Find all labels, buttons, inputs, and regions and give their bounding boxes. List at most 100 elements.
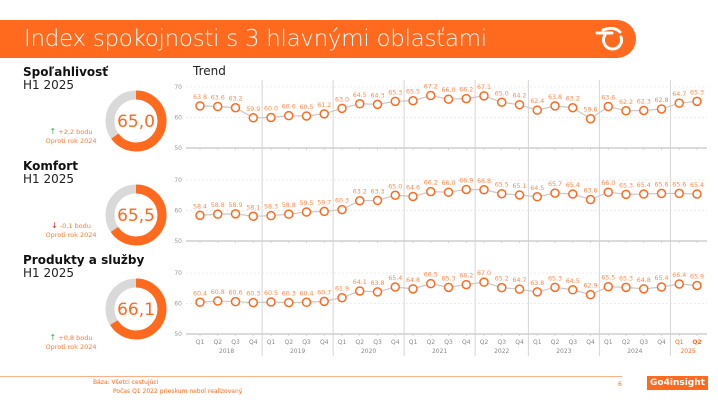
data-point	[568, 102, 578, 113]
x-tick-label: Q4	[320, 339, 329, 346]
data-label: 60.4	[299, 290, 313, 297]
data-point	[514, 190, 525, 200]
data-label: 64.3	[370, 92, 384, 99]
data-label: 66.0	[601, 180, 615, 187]
data-label: 66.2	[459, 87, 473, 94]
data-point	[195, 101, 205, 111]
x-tick-label: Q4	[515, 339, 524, 346]
data-label: 65.5	[495, 182, 509, 189]
data-label: 58.3	[264, 204, 278, 211]
data-label: 63.3	[370, 188, 384, 195]
data-point	[301, 297, 312, 308]
x-tick-label: Q1	[533, 339, 542, 346]
data-label: 66.5	[424, 272, 438, 279]
page-number: 6	[618, 381, 622, 388]
data-point	[461, 279, 471, 290]
data-label: 66.2	[424, 180, 438, 187]
section-period: H1 2025	[23, 172, 75, 186]
donut-fill	[105, 278, 167, 340]
data-point	[497, 97, 507, 107]
x-tick-label: Q3	[568, 339, 577, 346]
data-point	[372, 195, 383, 206]
y-tick-label: 50	[174, 238, 182, 245]
data-label: 64.1	[353, 279, 367, 286]
data-point	[585, 289, 596, 300]
footer-note: Počas Q1 2022 prieskum nebol realizovaný	[113, 388, 243, 395]
data-label: 66.8	[477, 178, 491, 185]
data-label: 65.3	[690, 89, 704, 96]
data-label: 60.7	[317, 289, 331, 296]
data-label: 65.3	[388, 89, 402, 96]
data-label: 65.6	[654, 181, 668, 188]
data-point	[213, 101, 223, 112]
data-label: 64.7	[512, 277, 526, 284]
data-label: 60.3	[335, 198, 349, 205]
footer-base: Báza: Všetci cestujúci	[93, 379, 159, 386]
year-label: 2023	[556, 348, 571, 355]
data-label: 63.2	[566, 96, 580, 103]
section-period: H1 2025	[23, 266, 75, 280]
data-point	[301, 207, 312, 217]
data-point	[656, 188, 667, 199]
data-point	[284, 209, 294, 219]
data-label: 63.8	[370, 280, 384, 287]
x-tick-label: Q3	[231, 339, 240, 346]
data-point	[301, 111, 312, 121]
data-label: 60.5	[299, 104, 313, 111]
data-point	[337, 103, 347, 114]
data-label: 62.4	[530, 98, 544, 105]
data-point	[248, 211, 258, 222]
data-label: 65.4	[388, 275, 402, 282]
data-point	[284, 297, 294, 308]
data-label: 60.4	[193, 290, 207, 297]
trend-label: Trend	[193, 64, 226, 78]
data-label: 65.3	[619, 182, 633, 189]
data-point	[372, 287, 383, 297]
data-point	[532, 287, 542, 297]
data-label: 62.9	[583, 283, 597, 290]
data-point	[692, 96, 702, 107]
x-tick-label: Q2	[213, 339, 222, 346]
data-label: 64.5	[566, 278, 580, 285]
data-point	[319, 109, 329, 119]
data-label: 63.6	[583, 188, 597, 195]
x-tick-label: Q1	[675, 339, 684, 346]
data-label: 65.0	[388, 183, 402, 190]
data-point	[390, 96, 400, 107]
data-label: 61.2	[317, 102, 331, 109]
data-label: 59.6	[583, 107, 597, 114]
data-point	[639, 189, 649, 199]
y-tick-label: 70	[174, 84, 182, 91]
data-point	[230, 102, 241, 113]
data-label: 65.4	[654, 275, 668, 282]
data-point	[408, 191, 418, 202]
x-tick-label: Q1	[267, 339, 276, 346]
data-label: 66.0	[441, 87, 455, 94]
data-point	[213, 209, 223, 219]
data-point	[355, 286, 365, 296]
data-point	[692, 189, 702, 199]
data-point	[426, 90, 436, 101]
data-label: 62.8	[654, 97, 668, 104]
delta-caption: Oproti rok 2024	[45, 137, 97, 145]
data-point	[603, 101, 613, 112]
x-tick-label: Q3	[497, 339, 506, 346]
x-tick-label: Q3	[444, 339, 453, 346]
x-tick-label: Q4	[391, 339, 400, 346]
data-point	[639, 105, 649, 116]
x-tick-label: Q3	[302, 339, 311, 346]
arrow-down-icon: ↓	[51, 221, 58, 230]
data-point	[319, 296, 329, 307]
data-point	[195, 210, 205, 221]
data-label: 63.6	[211, 95, 225, 102]
data-label: 65.7	[548, 181, 562, 188]
data-point	[426, 186, 436, 197]
y-tick-label: 70	[174, 177, 182, 184]
section-period: H1 2025	[23, 78, 75, 92]
data-label: 64.8	[406, 277, 420, 284]
data-label: 63.0	[335, 96, 349, 103]
donut-gauge-products: 66,1	[105, 278, 167, 340]
data-point	[639, 284, 649, 294]
data-point	[568, 285, 578, 295]
delta-products: ↑ +0,8 bodu Oproti rok 2024	[36, 333, 106, 352]
